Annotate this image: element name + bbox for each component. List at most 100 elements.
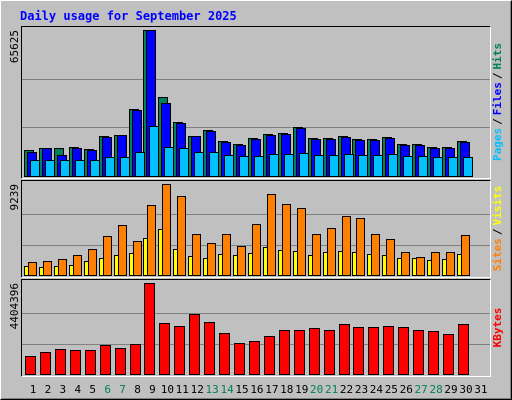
bar: [327, 228, 336, 276]
bar: [269, 154, 279, 177]
chart-title: Daily usage for September 2025: [20, 9, 237, 23]
x-tick-label: 3: [60, 383, 67, 396]
bar: [403, 156, 413, 177]
bar: [344, 154, 354, 177]
panel-shadow: [21, 26, 491, 179]
bar: [100, 345, 111, 375]
bar: [130, 344, 141, 375]
bar: [312, 234, 321, 276]
panel-highlight: [21, 26, 491, 179]
legend-entry: KBytes: [491, 308, 504, 348]
bar: [60, 160, 70, 177]
x-tick-label: 10: [161, 383, 174, 396]
bar: [174, 326, 185, 375]
bar: [413, 330, 424, 375]
x-tick-label: 23: [355, 383, 368, 396]
x-tick-label: 31: [474, 383, 487, 396]
bar: [88, 249, 97, 276]
y-tick-label: 9239: [8, 184, 21, 211]
x-tick-label: 19: [295, 383, 308, 396]
panel-highlight: [21, 180, 491, 278]
bar: [162, 184, 171, 276]
legend: KBytes: [491, 308, 504, 348]
bar: [30, 160, 40, 177]
bar: [237, 246, 246, 276]
bar: [147, 205, 156, 276]
bar: [463, 157, 473, 177]
bar: [70, 350, 81, 375]
legend-entry: Sites: [491, 238, 504, 271]
bar: [458, 324, 469, 375]
bar: [264, 336, 275, 375]
x-tick-label: 1: [30, 383, 37, 396]
x-tick-label: 26: [400, 383, 413, 396]
x-tick-label: 8: [134, 383, 141, 396]
panel-shadow: [21, 180, 491, 278]
legend-separator: /: [491, 72, 504, 79]
bar: [207, 243, 216, 276]
x-tick-label: 6: [104, 383, 111, 396]
bar: [324, 330, 335, 375]
x-tick-label: 18: [280, 383, 293, 396]
x-tick-label: 17: [265, 383, 278, 396]
bar: [234, 343, 245, 375]
bar: [177, 196, 186, 276]
x-tick-label: 20: [310, 383, 323, 396]
bar: [103, 236, 112, 276]
bar: [85, 350, 96, 375]
bar: [416, 257, 425, 276]
bar: [118, 225, 127, 276]
legend-separator: /: [491, 228, 504, 235]
bar: [194, 152, 204, 177]
bar: [73, 255, 82, 276]
x-tick-label: 24: [370, 383, 384, 396]
x-tick-label: 27: [415, 383, 428, 396]
bar: [368, 327, 379, 375]
bar: [224, 155, 234, 177]
bar: [144, 283, 155, 375]
bar: [329, 155, 339, 177]
x-tick-label: 12: [191, 383, 204, 396]
bar: [431, 252, 440, 276]
x-tick-label: 2: [45, 383, 52, 396]
x-tick-label: 4: [74, 383, 81, 396]
bar: [418, 156, 428, 177]
bar: [135, 152, 145, 177]
x-tick-label: 25: [385, 383, 398, 396]
x-tick-label: 13: [206, 383, 219, 396]
legend-entry: Visits: [491, 186, 504, 226]
bar: [90, 160, 100, 177]
bar: [309, 328, 320, 375]
panel-highlight: [21, 279, 491, 377]
bar: [446, 252, 455, 276]
bar: [461, 235, 470, 276]
bar: [358, 155, 368, 177]
bar: [249, 341, 260, 375]
x-tick-label: 14: [220, 383, 234, 396]
bar: [105, 157, 115, 177]
bar: [383, 326, 394, 375]
bar: [58, 259, 67, 276]
bar: [159, 323, 170, 375]
bar: [120, 157, 130, 177]
bar: [428, 331, 439, 375]
x-tick-label: 7: [119, 383, 126, 396]
bar: [297, 208, 306, 276]
x-tick-label: 28: [429, 383, 442, 396]
bar: [222, 234, 231, 276]
bar: [284, 154, 294, 177]
bar: [254, 156, 264, 177]
bar: [443, 334, 454, 375]
bar: [75, 160, 85, 177]
bar: [386, 239, 395, 276]
bar: [252, 224, 261, 276]
bar: [342, 216, 351, 276]
bar: [339, 324, 350, 375]
bar: [279, 330, 290, 375]
bar: [299, 153, 309, 177]
bar: [353, 327, 364, 375]
y-tick-label: 65625: [8, 30, 21, 63]
